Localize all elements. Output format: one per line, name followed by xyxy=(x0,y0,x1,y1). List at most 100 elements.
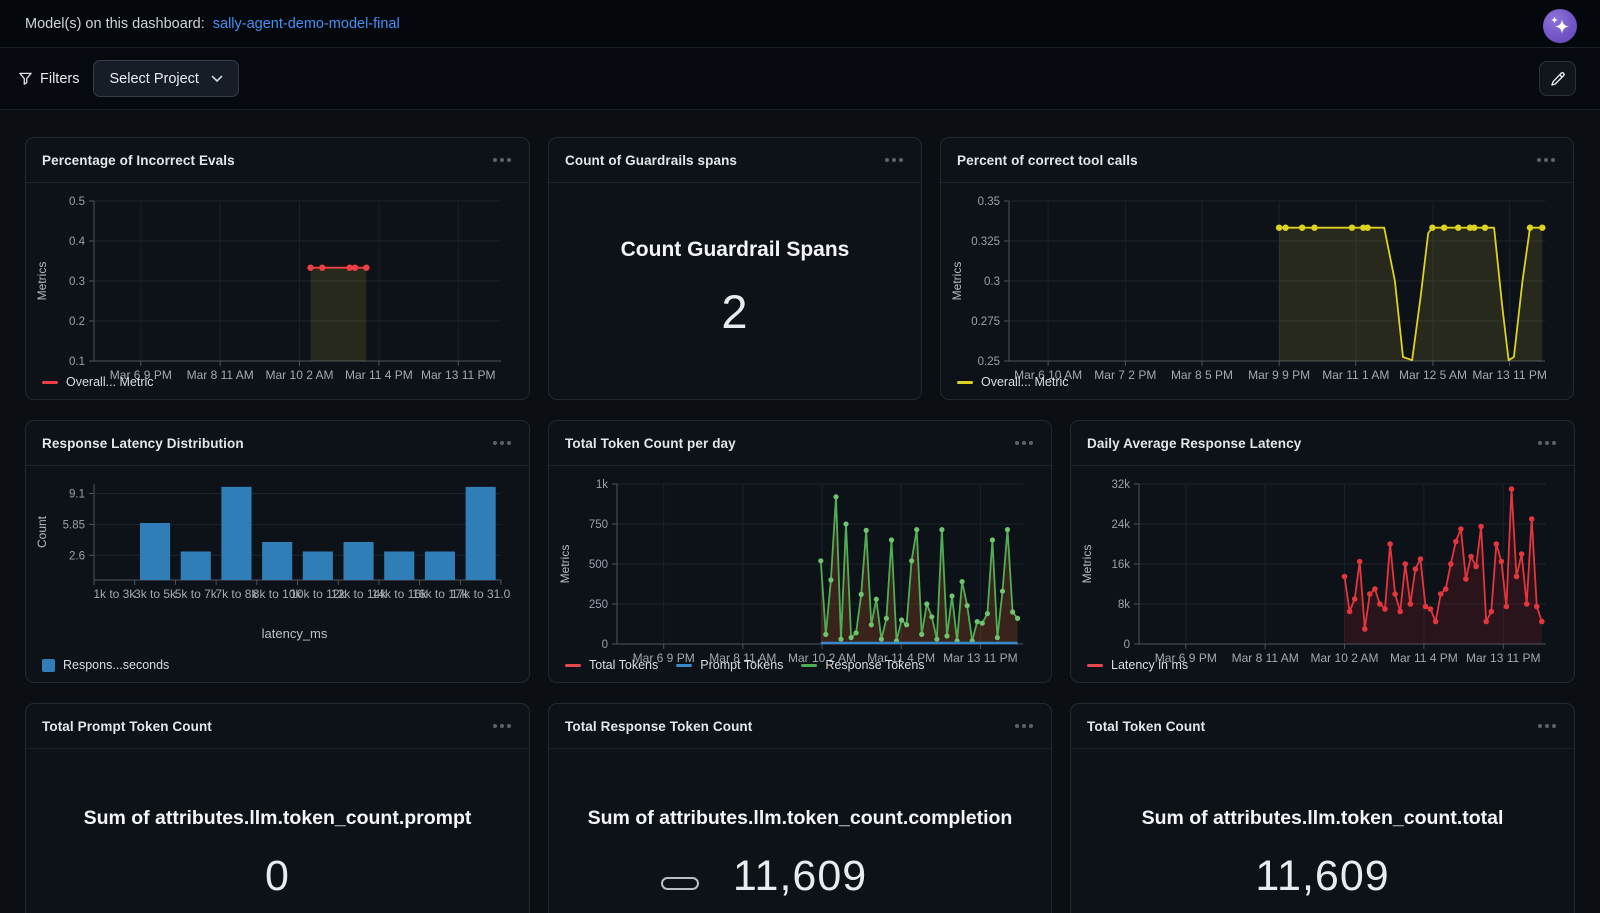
svg-text:Mar 13 11 PM: Mar 13 11 PM xyxy=(943,651,1017,665)
panel-count-of-guardrails-spans: Count of Guardrails spans Count Guardrai… xyxy=(548,137,922,400)
panel-total-token-count-per-day: Total Token Count per day 0 250 500 750 1k Ma… xyxy=(548,420,1052,683)
legend-label: Respons...seconds xyxy=(63,658,170,672)
svg-text:1k to 3k: 1k to 3k xyxy=(93,587,136,601)
pill-indicator xyxy=(661,877,699,890)
panel-menu-button[interactable] xyxy=(1536,720,1558,732)
metric-label: Count Guardrail Spans xyxy=(620,237,850,261)
legend-label: Total Tokens xyxy=(589,658,659,672)
svg-text:16k: 16k xyxy=(1111,559,1130,571)
line-chart[interactable]: 0.1 0.2 0.3 0.4 0.5 Mar 6 9 PM Mar 8 11 AM Mar … xyxy=(32,189,517,382)
svg-text:0.2: 0.2 xyxy=(69,316,85,328)
svg-text:0.1: 0.1 xyxy=(69,356,85,368)
model-link[interactable]: sally-agent-demo-model-final xyxy=(212,15,400,32)
panel-percentage-of-incorrect-evals: Percentage of Incorrect Evals 0.1 0.2 0.3 0… xyxy=(25,137,530,400)
chart-legend: Overall... Metric xyxy=(32,371,517,389)
legend-swatch xyxy=(565,663,581,667)
legend-swatch xyxy=(676,663,693,667)
svg-text:Mar 8 11 AM: Mar 8 11 AM xyxy=(1232,651,1299,665)
svg-text:Metrics: Metrics xyxy=(35,262,49,301)
sparkle-icon xyxy=(1551,16,1569,34)
panel-menu-button[interactable] xyxy=(883,154,905,166)
panel-title: Daily Average Response Latency xyxy=(1087,435,1302,451)
svg-text:Metrics: Metrics xyxy=(1080,545,1094,584)
panel-header: Total Response Token Count xyxy=(549,704,1051,749)
svg-text:Mar 12 5 AM: Mar 12 5 AM xyxy=(1399,368,1467,382)
svg-text:2.6: 2.6 xyxy=(69,550,85,562)
panel-menu-button[interactable] xyxy=(1013,720,1035,732)
svg-text:Mar 8 11 AM: Mar 8 11 AM xyxy=(709,651,776,665)
panel-title: Percent of correct tool calls xyxy=(957,152,1138,168)
metric-value: 2 xyxy=(721,284,749,338)
line-chart[interactable]: 0 8k 16k 24k 32k Mar 6 9 PM Mar 8 11 AM Mar 10 … xyxy=(1077,472,1562,665)
svg-text:32k: 32k xyxy=(1111,479,1130,491)
dashboard-grid: Percentage of Incorrect Evals 0.1 0.2 0.3 0… xyxy=(0,110,1600,913)
svg-text:0.275: 0.275 xyxy=(971,316,1000,328)
legend-item[interactable]: Latency in ms xyxy=(1087,658,1188,672)
svg-text:0.4: 0.4 xyxy=(69,236,86,248)
panel-menu-button[interactable] xyxy=(1013,437,1035,449)
ai-sparkle-button[interactable] xyxy=(1543,9,1577,43)
panel-total-token-count: Total Token Count Sum of attributes.llm.… xyxy=(1070,703,1575,913)
legend-label: Overall... Metric xyxy=(66,375,154,389)
panel-title: Response Latency Distribution xyxy=(42,435,244,451)
svg-text:Mar 6 9 PM: Mar 6 9 PM xyxy=(1155,651,1217,665)
panel-menu-button[interactable] xyxy=(1535,154,1557,166)
svg-text:Mar 9 9 PM: Mar 9 9 PM xyxy=(1248,368,1310,382)
svg-text:0.5: 0.5 xyxy=(69,196,85,208)
panel-menu-button[interactable] xyxy=(491,720,513,732)
legend-item[interactable]: Respons...seconds xyxy=(42,658,169,672)
panel-header: Response Latency Distribution xyxy=(26,421,529,466)
dashboard-header: Model(s) on this dashboard: sally-agent-… xyxy=(0,0,1600,48)
chart-legend: Latency in ms xyxy=(1077,654,1562,672)
edit-dashboard-button[interactable] xyxy=(1539,61,1576,96)
svg-text:750: 750 xyxy=(589,519,608,531)
model-line: Model(s) on this dashboard: sally-agent-… xyxy=(25,16,400,32)
legend-item[interactable]: Overall... Metric xyxy=(42,375,154,389)
svg-text:12k to 14k: 12k to 14k xyxy=(331,587,387,601)
panel-menu-button[interactable] xyxy=(1536,437,1558,449)
legend-item[interactable]: Prompt Tokens xyxy=(676,658,783,672)
svg-text:8k to 10k: 8k to 10k xyxy=(253,587,303,601)
funnel-icon xyxy=(19,72,32,85)
svg-text:Mar 13 11 PM: Mar 13 11 PM xyxy=(1472,368,1546,382)
line-chart[interactable]: 0.25 0.275 0.3 0.325 0.35 Mar 6 10 AM Mar 7 2 … xyxy=(947,189,1561,382)
svg-text:Mar 11 4 PM: Mar 11 4 PM xyxy=(1390,651,1458,665)
svg-text:Mar 11 4 PM: Mar 11 4 PM xyxy=(345,368,413,382)
svg-text:Metrics: Metrics xyxy=(558,545,572,584)
line-chart[interactable]: 0 250 500 750 1k Mar 6 9 PM Mar 8 11 AM Mar 10 … xyxy=(555,472,1039,665)
pencil-icon xyxy=(1550,71,1565,86)
chevron-down-icon xyxy=(211,75,223,82)
svg-text:0.3: 0.3 xyxy=(984,276,1000,288)
svg-text:5k to 7k: 5k to 7k xyxy=(175,587,218,601)
metric-value: 11,609 xyxy=(1255,852,1390,900)
svg-text:16k to 17k: 16k to 17k xyxy=(412,587,468,601)
panel-header: Percent of correct tool calls xyxy=(941,138,1573,183)
panel-total-prompt-token-count: Total Prompt Token Count Sum of attribut… xyxy=(25,703,530,913)
bar-chart[interactable]: 2.6 5.85 9.1 Count 1k to 3k 3k to 5k 5k to 7k 7… xyxy=(32,472,517,604)
panel-response-latency-distribution: Response Latency Distribution 2.6 5.85 9.1… xyxy=(25,420,530,683)
svg-text:0: 0 xyxy=(1124,639,1130,651)
project-select[interactable]: Select Project xyxy=(93,60,239,97)
svg-text:Mar 8 5 PM: Mar 8 5 PM xyxy=(1171,368,1233,382)
metric-label: Sum of attributes.llm.token_count.prompt xyxy=(83,807,472,829)
chart-legend: Total Tokens Prompt Tokens Response Tokens xyxy=(555,654,1039,672)
legend-swatch xyxy=(957,380,973,384)
filters-control[interactable]: Filters xyxy=(18,71,79,87)
svg-text:3k to 5k: 3k to 5k xyxy=(134,587,177,601)
svg-text:8k: 8k xyxy=(1118,599,1130,611)
panel-menu-button[interactable] xyxy=(491,437,513,449)
svg-text:Mar 11 4 PM: Mar 11 4 PM xyxy=(867,651,935,665)
legend-item[interactable]: Overall... Metric xyxy=(957,375,1069,389)
panel-menu-button[interactable] xyxy=(491,154,513,166)
legend-label: Latency in ms xyxy=(1111,658,1189,672)
svg-text:Mar 13 11 PM: Mar 13 11 PM xyxy=(421,368,495,382)
svg-text:0: 0 xyxy=(602,639,608,651)
legend-item[interactable]: Total Tokens xyxy=(565,658,658,672)
legend-label: Response Tokens xyxy=(825,658,925,672)
svg-text:24k: 24k xyxy=(1111,519,1130,531)
legend-swatch xyxy=(42,658,55,672)
svg-text:14k to 16k: 14k to 16k xyxy=(372,587,428,601)
svg-text:250: 250 xyxy=(589,599,608,611)
svg-text:Mar 11 1 AM: Mar 11 1 AM xyxy=(1322,368,1389,382)
legend-item[interactable]: Response Tokens xyxy=(801,658,925,672)
